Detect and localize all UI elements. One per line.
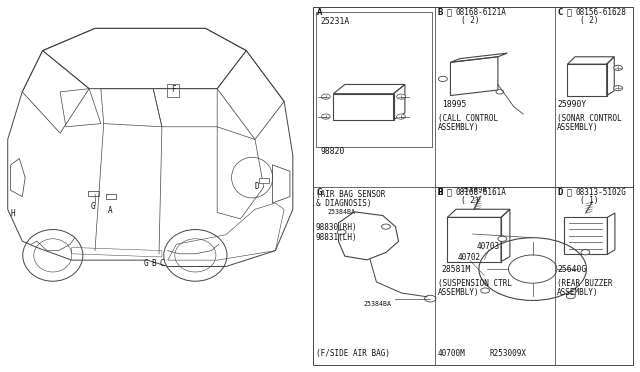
Text: D: D [557, 188, 563, 197]
Text: (CALL CONTROL: (CALL CONTROL [438, 114, 498, 124]
Circle shape [498, 236, 507, 241]
Circle shape [321, 94, 330, 99]
Bar [312, 7, 632, 365]
Text: 28581M: 28581M [442, 264, 471, 274]
Bar [568, 64, 607, 96]
Text: B: B [438, 8, 443, 17]
Circle shape [581, 250, 590, 255]
Text: 25640G: 25640G [557, 264, 587, 274]
Text: A: A [316, 8, 322, 17]
Text: 40700M: 40700M [438, 349, 465, 358]
Text: Ⓢ: Ⓢ [566, 8, 571, 17]
Text: 08168-6161A: 08168-6161A [456, 188, 506, 197]
Text: Ⓢ: Ⓢ [566, 188, 571, 197]
Text: 25384BA: 25384BA [327, 209, 355, 215]
Text: 40703: 40703 [476, 242, 499, 251]
Text: ASSEMBLY): ASSEMBLY) [438, 288, 479, 297]
Text: 08168-6121A: 08168-6121A [456, 8, 506, 17]
Bar [564, 217, 607, 254]
Text: ( 2): ( 2) [580, 16, 598, 25]
Circle shape [481, 288, 490, 293]
Text: 25231A: 25231A [320, 16, 349, 26]
Circle shape [321, 114, 330, 119]
Text: Ⓢ: Ⓢ [447, 8, 452, 17]
Bar [316, 13, 432, 147]
Circle shape [438, 76, 447, 81]
Circle shape [614, 65, 623, 70]
Circle shape [397, 114, 406, 119]
Text: F: F [171, 85, 175, 94]
Circle shape [566, 294, 575, 299]
Text: ASSEMBLY): ASSEMBLY) [438, 123, 479, 132]
Text: 98831(LH): 98831(LH) [316, 232, 357, 241]
Circle shape [397, 94, 406, 99]
Text: B: B [438, 188, 443, 197]
Text: 18995: 18995 [442, 100, 466, 109]
Circle shape [614, 86, 623, 91]
Text: R253009X: R253009X [489, 349, 526, 358]
Circle shape [424, 295, 436, 302]
Text: ( 2): ( 2) [461, 196, 479, 205]
Bar [168, 84, 179, 97]
Text: (AIR BAG SENSOR: (AIR BAG SENSOR [316, 190, 385, 199]
Bar [106, 195, 116, 199]
Bar [88, 191, 99, 196]
Text: 40702: 40702 [458, 253, 481, 262]
Text: ASSEMBLY): ASSEMBLY) [557, 123, 599, 132]
Text: H: H [438, 188, 443, 197]
Text: B: B [152, 260, 156, 269]
Text: 25389B: 25389B [461, 187, 488, 193]
Text: 25990Y: 25990Y [557, 100, 587, 109]
Circle shape [337, 230, 346, 235]
Circle shape [381, 224, 390, 229]
Text: G: G [144, 260, 148, 269]
Text: ( 2): ( 2) [461, 16, 479, 25]
Text: 08313-5102G: 08313-5102G [575, 188, 626, 197]
Circle shape [496, 90, 504, 94]
Text: 08156-61628: 08156-61628 [575, 8, 626, 17]
Bar [259, 178, 269, 183]
Text: & DIAGNOSIS): & DIAGNOSIS) [316, 199, 371, 208]
Text: D: D [255, 182, 259, 191]
Bar [447, 217, 501, 262]
Text: ( 1): ( 1) [580, 196, 598, 205]
Text: (SONAR CONTROL: (SONAR CONTROL [557, 114, 622, 124]
Text: (F/SIDE AIR BAG): (F/SIDE AIR BAG) [316, 349, 390, 358]
Text: (SUSPENSION CTRL: (SUSPENSION CTRL [438, 279, 512, 288]
Text: A: A [108, 205, 113, 215]
Text: 98830(RH): 98830(RH) [316, 223, 357, 232]
Text: H: H [10, 209, 15, 218]
Text: Ⓢ: Ⓢ [447, 188, 452, 197]
Text: G: G [316, 188, 322, 197]
Text: ASSEMBLY): ASSEMBLY) [557, 288, 599, 297]
Text: (REAR BUZZER: (REAR BUZZER [557, 279, 613, 288]
Text: C: C [557, 8, 563, 17]
Text: 98820: 98820 [320, 147, 344, 156]
Text: G: G [91, 202, 95, 211]
Text: 25384BA: 25384BA [364, 301, 392, 307]
Text: C: C [159, 260, 164, 269]
